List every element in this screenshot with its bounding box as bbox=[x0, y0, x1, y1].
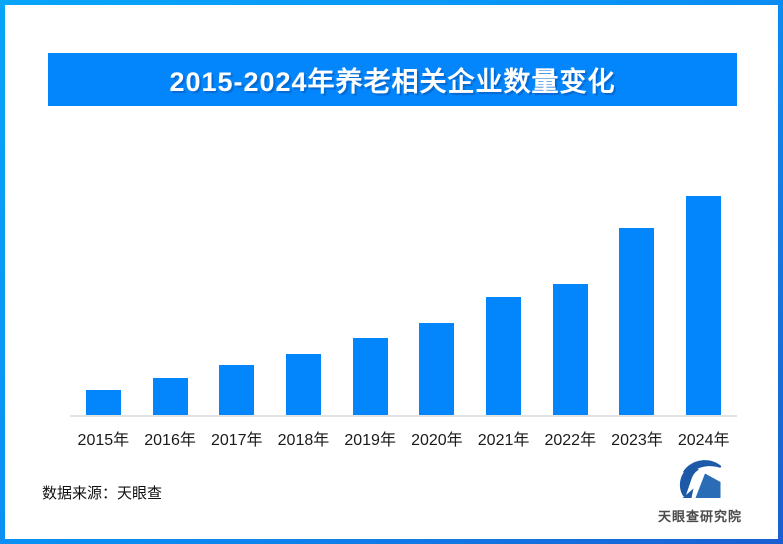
logo-wordmark: 天眼查研究院 bbox=[658, 509, 743, 524]
bar-2022年 bbox=[552, 284, 588, 415]
bar-slot bbox=[270, 354, 337, 415]
bar-2024年 bbox=[686, 196, 722, 415]
x-axis-label: 2017年 bbox=[210, 432, 263, 449]
tianyancha-eye-icon bbox=[679, 460, 722, 498]
bar-2023年 bbox=[619, 228, 655, 415]
x-axis-label: 2020年 bbox=[411, 432, 463, 449]
bar-chart: 2015年 2016年 2017年 2018年 2019年 2020年 2021年 2022年… bbox=[70, 177, 737, 450]
bar-slot bbox=[670, 196, 737, 415]
x-axis-label: 2023年 bbox=[611, 432, 663, 449]
bar-2019年 bbox=[352, 338, 388, 415]
bar-2018年 bbox=[285, 354, 321, 415]
bar-2016年 bbox=[152, 378, 188, 415]
bar-slot bbox=[137, 378, 204, 415]
bar-2015年 bbox=[85, 390, 121, 415]
chart-title: 2015-2024年养老相关企业数量变化 bbox=[169, 67, 616, 97]
bar-slot bbox=[537, 284, 604, 415]
tianyancha-research-logo: 天眼查研究院 bbox=[658, 457, 743, 525]
x-axis-label: 2016年 bbox=[144, 432, 196, 449]
x-axis-label: 2021年 bbox=[477, 432, 530, 449]
x-axis-label: 2015年 bbox=[77, 432, 130, 449]
x-axis-labels: 2015年 2016年 2017年 2018年 2019年 2020年 2021年 2022年… bbox=[70, 426, 737, 450]
infographic-canvas: 2015-2024年养老相关企业数量变化 2015年 2016年 2017年 2018… bbox=[5, 5, 778, 539]
bar-slot bbox=[404, 323, 471, 415]
bar-2020年 bbox=[419, 323, 455, 415]
plot-area bbox=[70, 177, 737, 417]
x-axis-label: 2019年 bbox=[344, 432, 396, 449]
bar-slot bbox=[470, 297, 537, 415]
x-axis-label: 2022年 bbox=[544, 432, 597, 449]
data-source-note: 数据来源：天眼查 bbox=[42, 485, 163, 502]
bar-2017年 bbox=[219, 365, 255, 415]
bar-slot bbox=[337, 338, 404, 415]
bar-2021年 bbox=[486, 297, 522, 415]
bar-slot bbox=[203, 365, 270, 415]
title-banner: 2015-2024年养老相关企业数量变化 bbox=[48, 53, 737, 106]
bar-slot bbox=[604, 228, 671, 415]
bar-slot bbox=[70, 390, 137, 415]
x-axis-label: 2024年 bbox=[677, 432, 730, 449]
x-axis-label: 2018年 bbox=[277, 432, 330, 449]
